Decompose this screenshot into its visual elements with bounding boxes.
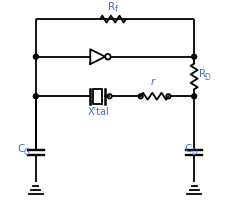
Circle shape: [191, 54, 196, 59]
Text: R: R: [198, 68, 205, 79]
Text: C: C: [17, 144, 24, 154]
Text: r: r: [150, 77, 154, 87]
Text: R: R: [108, 2, 115, 12]
Text: f: f: [114, 5, 117, 14]
Circle shape: [33, 54, 38, 59]
Text: G: G: [24, 148, 30, 157]
Text: D: D: [190, 148, 196, 157]
Text: X'tal: X'tal: [87, 107, 109, 117]
Text: C: C: [183, 144, 191, 154]
Circle shape: [33, 94, 38, 99]
Circle shape: [191, 94, 196, 99]
Text: D: D: [203, 73, 209, 82]
Bar: [92, 89, 101, 104]
